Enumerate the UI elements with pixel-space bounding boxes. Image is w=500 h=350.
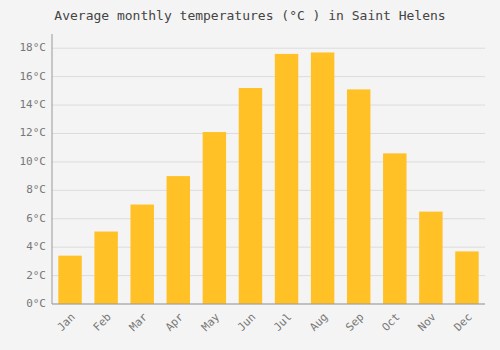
grid-line bbox=[52, 133, 485, 134]
bar bbox=[311, 52, 334, 304]
x-tick-labels: Jan Feb Mar Apr May Jun Jul Aug Sep Oct Nov Dec bbox=[55, 310, 475, 334]
bar bbox=[275, 54, 298, 304]
bar bbox=[167, 176, 190, 304]
x-tick-label: Jun bbox=[235, 311, 258, 334]
title: Average monthly temperatures (°C ) in Sa… bbox=[54, 8, 445, 23]
bar bbox=[347, 89, 370, 304]
x-tick-label: Aug bbox=[307, 311, 330, 334]
y-tick-label: 8°C bbox=[26, 183, 46, 196]
y-tick-label: 10°C bbox=[20, 155, 47, 168]
y-axis-line bbox=[52, 34, 53, 304]
y-tick-label: 4°C bbox=[26, 240, 46, 253]
y-tick-label: 2°C bbox=[26, 269, 46, 282]
x-tick-label: Dec bbox=[451, 311, 474, 334]
x-tick-label: Sep bbox=[343, 311, 366, 334]
y-tick-label: 18°C bbox=[20, 41, 47, 54]
x-tick-label: Mar bbox=[127, 310, 151, 334]
y-tick-label: 14°C bbox=[20, 98, 47, 111]
x-tick-label: Feb bbox=[91, 311, 114, 334]
x-tick-label: Oct bbox=[379, 311, 402, 334]
x-tick-label: Jul bbox=[271, 311, 294, 334]
bar bbox=[239, 88, 262, 304]
bar bbox=[419, 212, 442, 304]
grid-line bbox=[52, 105, 485, 106]
y-tick-label: 12°C bbox=[20, 126, 47, 139]
y-tick-label: 6°C bbox=[26, 212, 46, 225]
chart-svg: 0°C 2°C 4°C 6°C 8°C 10°C 12°C 14°C 16°C 18°C Jan Fe… bbox=[0, 0, 500, 350]
grid-line bbox=[52, 48, 485, 49]
y-tick-labels: 0°C 2°C 4°C 6°C 8°C 10°C 12°C 14°C 16°C 18°C bbox=[20, 41, 47, 310]
grid-line bbox=[52, 76, 485, 77]
bar bbox=[58, 256, 81, 304]
background bbox=[0, 0, 500, 350]
grid-line bbox=[52, 304, 485, 305]
x-tick-label: May bbox=[199, 310, 223, 334]
bar bbox=[130, 205, 153, 304]
grid bbox=[52, 48, 485, 304]
chart-container: 0°C 2°C 4°C 6°C 8°C 10°C 12°C 14°C 16°C 18°C Jan Fe… bbox=[0, 0, 500, 350]
y-tick-label: 0°C bbox=[26, 297, 46, 310]
x-tick-label: Nov bbox=[415, 310, 439, 334]
bar bbox=[455, 251, 478, 304]
x-tick-label: Apr bbox=[163, 310, 187, 334]
bar bbox=[203, 132, 226, 304]
grid-line bbox=[52, 161, 485, 162]
bar bbox=[383, 153, 406, 304]
bars bbox=[58, 52, 478, 304]
x-axis-line bbox=[52, 304, 485, 305]
x-tick-label: Jan bbox=[55, 311, 78, 334]
bar bbox=[94, 232, 117, 304]
y-tick-label: 16°C bbox=[20, 70, 47, 83]
grid-line bbox=[52, 190, 485, 191]
